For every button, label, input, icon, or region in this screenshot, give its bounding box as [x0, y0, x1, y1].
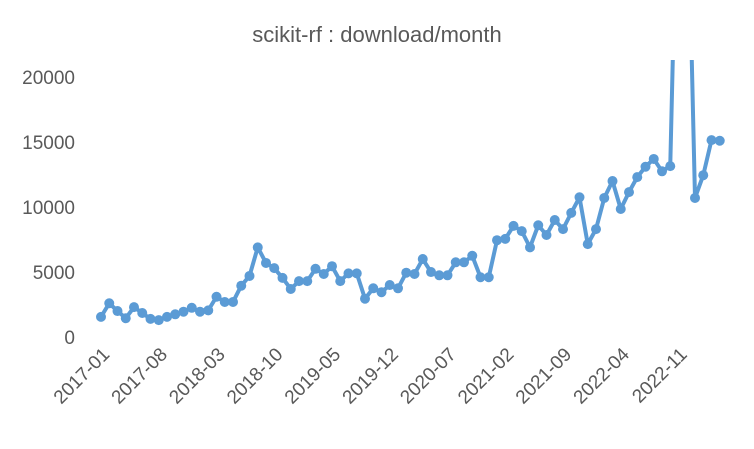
x-tick-label: 2021-02	[454, 344, 518, 408]
point	[186, 302, 197, 313]
point	[327, 261, 337, 272]
point	[112, 306, 123, 317]
point	[178, 306, 189, 317]
point	[632, 172, 643, 183]
point	[219, 296, 230, 307]
point	[252, 242, 263, 253]
point	[566, 207, 577, 218]
point	[211, 291, 222, 302]
point	[690, 192, 700, 203]
point	[170, 309, 181, 320]
y-tick-label: 10000	[22, 198, 75, 219]
point	[516, 226, 527, 237]
x-tick-label: 2017-01	[50, 344, 114, 408]
point	[285, 283, 296, 294]
point	[657, 166, 667, 177]
point	[508, 220, 519, 231]
point	[591, 224, 601, 235]
point	[384, 280, 395, 291]
point	[467, 250, 478, 261]
point	[541, 230, 552, 240]
point	[500, 233, 511, 244]
chart-title: scikit-rf : download/month	[252, 22, 501, 47]
point	[269, 263, 280, 274]
point	[648, 153, 659, 164]
point	[153, 315, 164, 326]
point	[698, 170, 709, 181]
point	[145, 313, 156, 324]
point	[294, 276, 304, 287]
point	[96, 311, 106, 322]
point	[492, 235, 502, 246]
point	[360, 293, 370, 304]
point	[434, 270, 445, 281]
point	[162, 311, 172, 322]
point	[137, 308, 148, 318]
x-tick-label: 2021-09	[512, 344, 576, 408]
point	[574, 192, 585, 203]
point	[310, 263, 321, 274]
point	[549, 215, 560, 226]
point	[714, 135, 725, 146]
point	[483, 272, 494, 283]
x-tick-label: 2018-10	[223, 344, 287, 408]
point	[459, 257, 469, 268]
y-tick-label: 0	[64, 328, 75, 349]
y-tick-label: 15000	[22, 133, 75, 154]
point	[318, 269, 329, 279]
point	[615, 204, 626, 214]
point	[302, 276, 313, 287]
point	[104, 298, 115, 309]
point	[401, 267, 412, 278]
point	[376, 287, 387, 298]
y-tick-label: 20000	[22, 68, 75, 89]
point	[450, 257, 461, 268]
point	[558, 224, 568, 235]
point	[533, 220, 544, 231]
point	[607, 176, 618, 187]
x-tick-label: 2019-05	[281, 344, 345, 408]
point	[393, 283, 403, 294]
point	[665, 161, 676, 172]
point	[582, 239, 593, 250]
point	[525, 242, 535, 253]
x-tick-label: 2018-03	[165, 344, 229, 408]
x-tick-label: 2022-11	[628, 344, 691, 407]
point	[442, 270, 453, 281]
x-tick-label: 2017-08	[108, 344, 172, 408]
point	[624, 187, 634, 198]
point	[236, 280, 247, 291]
point	[228, 296, 238, 307]
point	[244, 270, 255, 281]
point	[343, 268, 354, 279]
point	[599, 192, 610, 203]
x-tick-label: 2022-04	[570, 344, 634, 408]
point	[277, 272, 288, 283]
point	[203, 305, 214, 316]
point	[640, 161, 651, 172]
x-tick-label: 2019-12	[339, 344, 403, 408]
point	[261, 257, 271, 268]
point	[706, 135, 717, 146]
point	[120, 313, 131, 324]
point	[475, 272, 486, 283]
point	[368, 283, 379, 294]
point	[335, 276, 346, 287]
plot-area	[96, 60, 725, 326]
point	[351, 268, 362, 279]
x-tick-label: 2020-07	[396, 344, 460, 408]
y-tick-label: 5000	[33, 263, 75, 284]
point	[129, 302, 139, 313]
point	[417, 254, 428, 265]
point	[195, 306, 205, 317]
point	[426, 267, 436, 278]
point	[409, 269, 420, 279]
